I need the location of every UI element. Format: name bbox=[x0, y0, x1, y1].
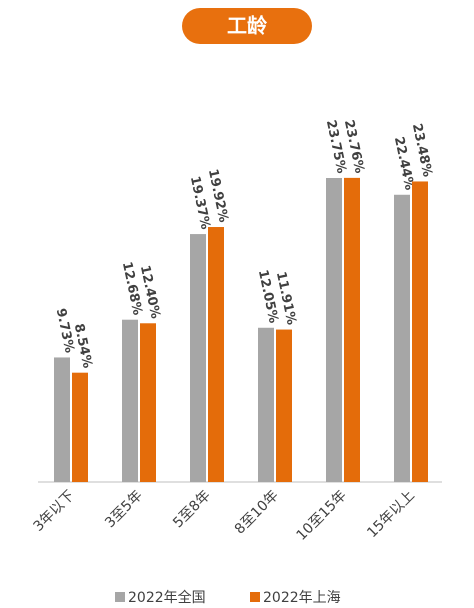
bar bbox=[326, 178, 342, 482]
bar bbox=[54, 357, 70, 482]
legend-label: 2022年全国 bbox=[128, 589, 206, 606]
bar bbox=[258, 327, 274, 482]
bar bbox=[122, 319, 138, 482]
legend-swatch bbox=[115, 592, 125, 602]
bar bbox=[394, 194, 410, 482]
x-tick-label: 5至8年 bbox=[170, 488, 214, 532]
bar bbox=[208, 227, 224, 482]
chart-title: 工龄 bbox=[227, 14, 268, 38]
legend-swatch bbox=[250, 592, 260, 602]
x-tick-label: 15年以上 bbox=[364, 488, 418, 542]
x-tick-label: 3年以下 bbox=[31, 488, 78, 535]
title-pill bbox=[182, 8, 312, 44]
x-tick-label: 3至5年 bbox=[102, 488, 146, 532]
bar bbox=[190, 234, 206, 482]
x-tick-label: 10至15年 bbox=[294, 488, 350, 544]
bar bbox=[140, 323, 156, 482]
x-tick-label: 8至10年 bbox=[232, 488, 282, 538]
bar bbox=[344, 177, 360, 482]
bar bbox=[276, 329, 292, 482]
bar bbox=[412, 181, 428, 482]
bar bbox=[72, 372, 88, 482]
legend-label: 2022年上海 bbox=[263, 590, 341, 606]
